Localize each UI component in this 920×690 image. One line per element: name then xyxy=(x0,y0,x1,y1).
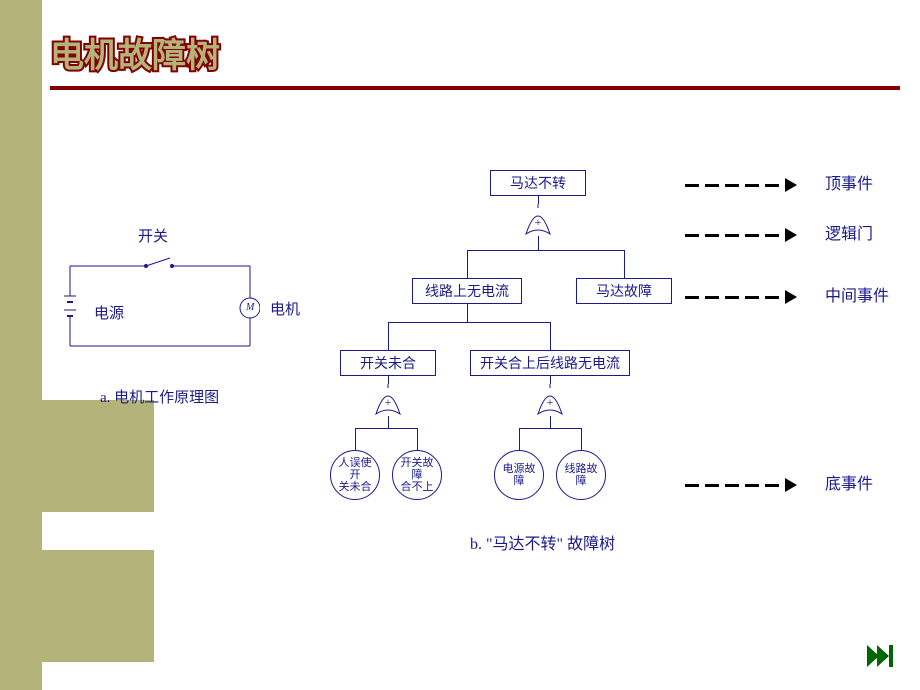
leaf-power-fault: 电源故障 xyxy=(494,450,544,500)
leaf-human-error: 人误使开关未合 xyxy=(330,450,380,500)
edge xyxy=(581,428,582,450)
svg-text:+: + xyxy=(385,395,392,409)
node-switch-closed-no-current: 开关合上后线路无电流 xyxy=(470,350,630,376)
edge xyxy=(388,322,550,323)
edge xyxy=(624,250,625,278)
edge xyxy=(519,428,520,450)
edge xyxy=(355,428,417,429)
node-switch-open: 开关未合 xyxy=(340,350,436,376)
legend-arrow-base-event xyxy=(685,478,797,492)
motor-symbol: M xyxy=(246,302,254,313)
leaf-line-fault: 线路故障 xyxy=(556,450,606,500)
tree-caption: b. "马达不转" 故障树 xyxy=(470,530,615,554)
page-title: 电机故障树 xyxy=(50,28,220,77)
edge xyxy=(538,236,539,250)
sidebar-square-1 xyxy=(42,400,154,512)
legend-arrow-top-event xyxy=(685,178,797,192)
next-icon xyxy=(867,645,897,667)
edge xyxy=(538,196,539,204)
node-top-event: 马达不转 xyxy=(490,170,586,196)
edge xyxy=(355,428,356,450)
legend-arrow-mid-event xyxy=(685,290,797,304)
edge xyxy=(388,416,389,428)
edge xyxy=(550,416,551,428)
circuit-diagram xyxy=(60,256,260,366)
next-slide-button[interactable] xyxy=(866,644,898,668)
legend-label-top-event: 顶事件 xyxy=(825,170,873,194)
legend-label-mid-event: 中间事件 xyxy=(825,282,889,306)
power-label: 电源 xyxy=(94,302,124,323)
edge xyxy=(519,428,581,429)
edge xyxy=(467,250,624,251)
legend-label-base-event: 底事件 xyxy=(825,470,873,494)
circuit-caption: a. 电机工作原理图 xyxy=(100,386,219,407)
legend-label-logic-gate: 逻辑门 xyxy=(825,220,873,244)
or-gate-3: + xyxy=(534,384,566,418)
edge xyxy=(417,428,418,450)
node-no-current: 线路上无电流 xyxy=(412,278,522,304)
title-divider xyxy=(50,86,900,90)
sidebar-square-2 xyxy=(42,550,154,662)
leaf-switch-fault: 开关故障合不上 xyxy=(392,450,442,500)
edge xyxy=(388,322,389,350)
svg-text:+: + xyxy=(535,215,542,229)
edge xyxy=(467,304,468,322)
svg-text:+: + xyxy=(547,395,554,409)
edge xyxy=(467,250,468,278)
sidebar-band xyxy=(0,0,42,690)
edge xyxy=(388,376,389,384)
edge xyxy=(550,376,551,384)
edge xyxy=(550,322,551,350)
motor-label: 电机 xyxy=(270,298,300,319)
or-gate-2: + xyxy=(372,384,404,418)
legend-arrow-logic-gate xyxy=(685,228,797,242)
switch-label: 开关 xyxy=(138,225,168,246)
node-motor-fault: 马达故障 xyxy=(576,278,672,304)
or-gate-1: + xyxy=(522,204,554,238)
